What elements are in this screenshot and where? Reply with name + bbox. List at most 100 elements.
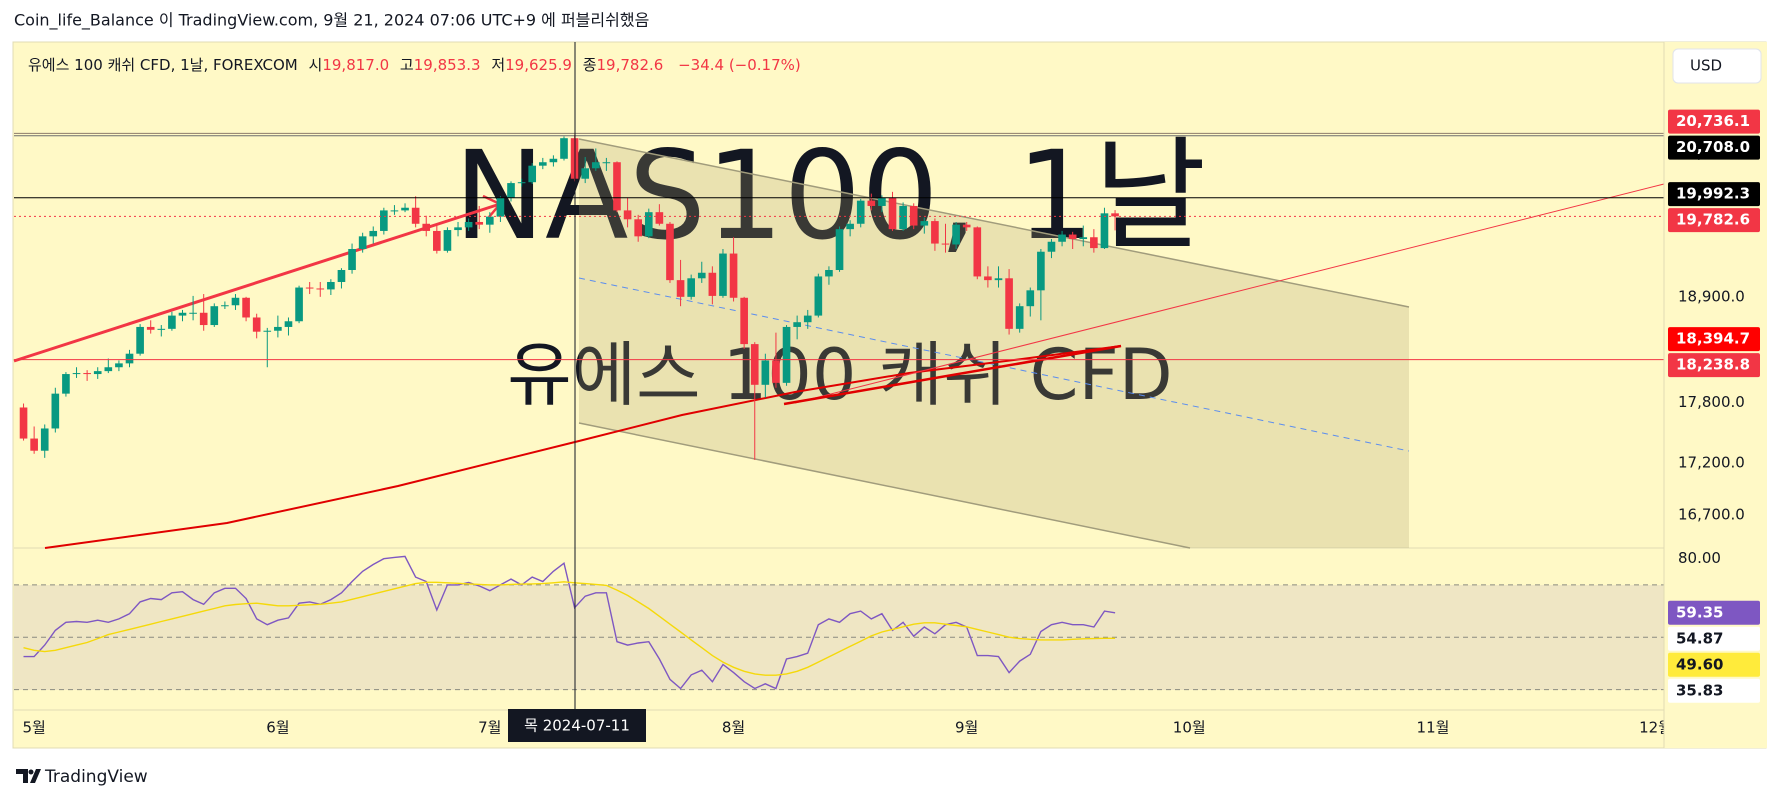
candle-body bbox=[538, 162, 547, 166]
candle-body bbox=[1111, 213, 1119, 217]
candle-body bbox=[19, 407, 28, 439]
candle-body bbox=[835, 229, 844, 271]
candle-body bbox=[984, 276, 992, 281]
candle-body bbox=[1058, 234, 1066, 242]
y-tick-label: 17,200.0 bbox=[1678, 453, 1745, 471]
candle-body bbox=[613, 162, 621, 211]
x-tick-label: 8월 bbox=[722, 719, 745, 737]
candle-body bbox=[634, 219, 642, 237]
candle-body bbox=[666, 223, 674, 281]
candle-body bbox=[380, 210, 388, 231]
candle-body bbox=[644, 212, 653, 237]
candle-body bbox=[221, 305, 229, 307]
price-label: 20,736.1 bbox=[1676, 112, 1750, 130]
rsi-line bbox=[23, 555, 1116, 690]
candle-body bbox=[708, 272, 717, 296]
candle-body bbox=[825, 270, 833, 277]
candle-body bbox=[443, 230, 452, 251]
candle-body bbox=[93, 371, 102, 375]
candle-body bbox=[157, 328, 166, 330]
candle-body bbox=[697, 272, 706, 279]
price-label: 35.83 bbox=[1676, 681, 1723, 699]
price-label: 18,394.7 bbox=[1676, 330, 1750, 348]
y-tick-label: 18,900.0 bbox=[1678, 287, 1745, 305]
candle-body bbox=[263, 330, 272, 332]
candle-body bbox=[316, 288, 325, 290]
candle-body bbox=[369, 230, 378, 237]
trend-line bbox=[783, 344, 1122, 406]
candle-body bbox=[486, 216, 494, 225]
candle-body bbox=[623, 210, 632, 220]
candle-body bbox=[528, 165, 537, 183]
price-label-box bbox=[1668, 600, 1760, 625]
x-tick-label: 6월 bbox=[266, 719, 289, 737]
candle-body bbox=[581, 168, 590, 179]
candle-body bbox=[475, 221, 484, 225]
price-label-box bbox=[1668, 135, 1760, 160]
currency-label: USD bbox=[1690, 57, 1722, 75]
candle-body bbox=[433, 230, 441, 251]
legend-value: 19,782.6 bbox=[597, 56, 664, 74]
candle-body bbox=[125, 353, 134, 364]
candle-body bbox=[115, 363, 123, 368]
price-label-box bbox=[1668, 678, 1760, 703]
candle-body bbox=[1037, 251, 1045, 291]
candle-body bbox=[560, 138, 568, 159]
rsi-line bbox=[23, 581, 1116, 676]
candle-body bbox=[358, 236, 367, 250]
candle-body bbox=[1068, 234, 1077, 240]
candle-body bbox=[676, 280, 685, 297]
legend-label: 종 bbox=[583, 56, 597, 74]
candle-body bbox=[878, 198, 886, 206]
footer-brand: TradingView bbox=[44, 767, 148, 787]
candle-body bbox=[327, 281, 335, 290]
currency-button[interactable] bbox=[1672, 48, 1762, 84]
watermark-symbol: NAS100, 1날 bbox=[454, 125, 1206, 267]
legend-change: −34.4 (−0.17%) bbox=[678, 56, 801, 74]
channel-mid bbox=[578, 277, 1410, 452]
price-label: 49.60 bbox=[1676, 655, 1723, 673]
candle-body bbox=[1100, 213, 1109, 249]
rsi bbox=[14, 555, 1664, 691]
candle-body bbox=[931, 221, 939, 244]
price-label-box bbox=[1668, 109, 1760, 134]
candle-body bbox=[51, 393, 60, 429]
candle-body bbox=[920, 221, 929, 226]
price-label: 59.35 bbox=[1676, 603, 1723, 621]
candle-body bbox=[231, 297, 240, 306]
candle-body bbox=[305, 287, 314, 289]
candle-body bbox=[729, 253, 738, 298]
candle-body bbox=[72, 373, 81, 375]
trend-line bbox=[13, 202, 501, 363]
candle-body bbox=[199, 312, 208, 326]
crosshair-time-box bbox=[508, 709, 646, 742]
price-label: 19,782.6 bbox=[1676, 211, 1750, 229]
price-label: 20,708.0 bbox=[1676, 138, 1750, 156]
legend-value: 19,853.3 bbox=[414, 56, 481, 74]
price-label: 18,238.8 bbox=[1676, 356, 1750, 374]
ohlc-legend: 유에스 100 캐쉬 CFD, 1날, FOREXCOM 시19,817.0 고… bbox=[28, 56, 801, 74]
footer-logo bbox=[16, 769, 41, 783]
y-tick-label: 16,700.0 bbox=[1678, 505, 1745, 523]
price-label-box bbox=[1668, 327, 1760, 352]
candle-body bbox=[814, 276, 823, 316]
legend-label: 고 bbox=[400, 56, 414, 74]
candle-body bbox=[1015, 306, 1024, 329]
candle-body bbox=[337, 270, 346, 282]
candle-body bbox=[867, 200, 876, 206]
legend-symbol: 유에스 100 캐쉬 CFD, 1날, FOREXCOM bbox=[28, 56, 298, 74]
candle-body bbox=[719, 253, 727, 296]
axes: 5월 6월 7월 8월 9월 10월 11월 12월16,700.017,200.017,80… bbox=[22, 42, 1767, 748]
candle-body bbox=[761, 360, 770, 385]
candle-body bbox=[1090, 237, 1098, 249]
candle-body bbox=[549, 158, 558, 163]
candle-body bbox=[687, 278, 695, 297]
price-label-box bbox=[1668, 626, 1760, 651]
candle-body bbox=[242, 297, 250, 318]
legend-value: 19,625.9 bbox=[505, 56, 572, 74]
logo-dot bbox=[28, 769, 34, 775]
x-tick-label: 9월 bbox=[955, 719, 978, 737]
candle-body bbox=[803, 315, 812, 323]
candle-body bbox=[782, 326, 791, 383]
